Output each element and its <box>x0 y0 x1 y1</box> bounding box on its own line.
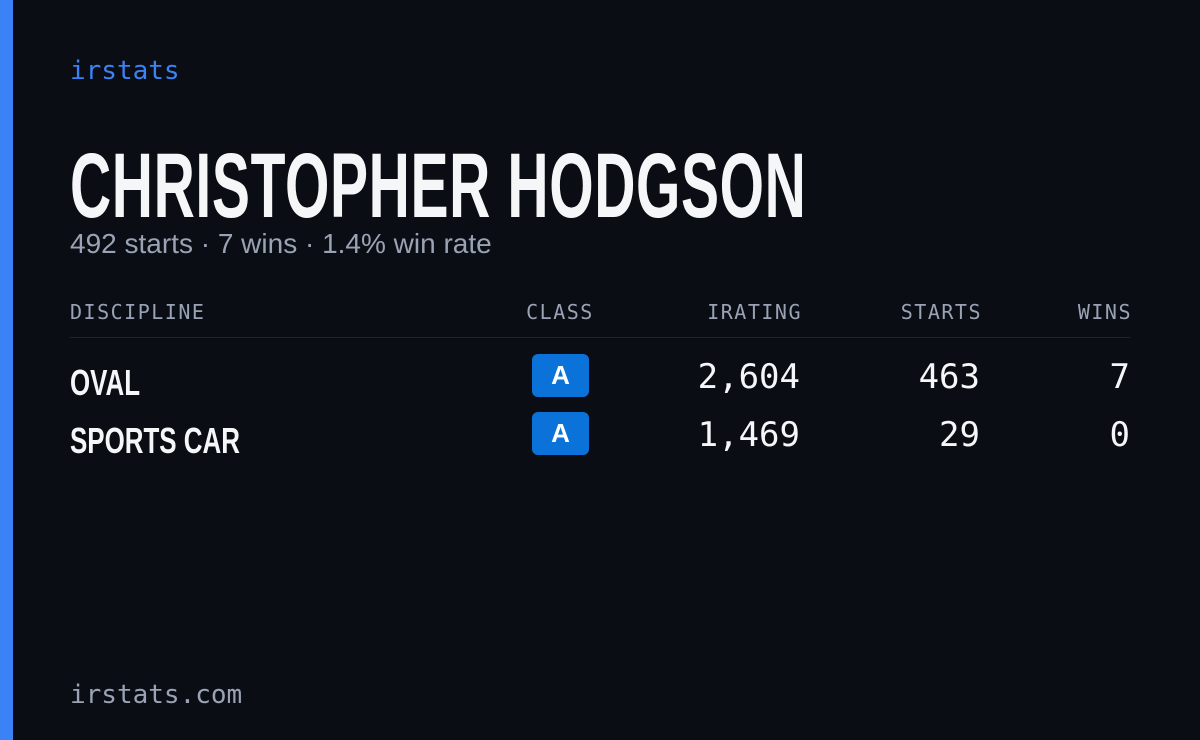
wins: 7 <box>1109 357 1130 397</box>
class-badge: A <box>532 354 589 397</box>
irating: 1,469 <box>697 415 800 455</box>
discipline: OVAL <box>70 362 141 403</box>
starts: 463 <box>918 357 980 397</box>
driver-name: CHRISTOPHER HODGSON <box>70 135 807 237</box>
irating: 2,604 <box>697 357 800 397</box>
starts: 29 <box>939 415 980 455</box>
class-badge: A <box>532 412 589 455</box>
column-header: DISCIPLINE <box>70 300 206 324</box>
column-header: WINS <box>1077 300 1132 324</box>
discipline: SPORTS CAR <box>70 420 240 461</box>
accent-bar <box>0 0 13 740</box>
column-header: IRATING <box>707 300 802 324</box>
wins: 0 <box>1109 415 1130 455</box>
summary: 492 starts · 7 wins · 1.4% win rate <box>70 228 492 259</box>
column-header: CLASS <box>526 300 594 324</box>
header-rule <box>70 337 1130 338</box>
footer-domain: irstats.com <box>70 680 243 710</box>
column-header: STARTS <box>900 300 982 324</box>
brand: irstats <box>70 56 180 86</box>
